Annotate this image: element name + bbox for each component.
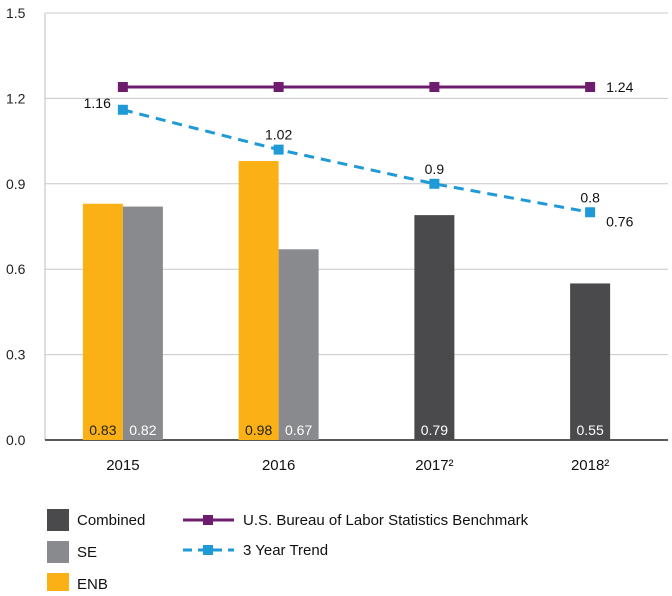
annotation-label: 0.76: [606, 214, 633, 230]
bar: [238, 161, 279, 440]
x-tick-label: 2017²: [415, 457, 453, 474]
line-marker: [117, 104, 128, 115]
line-value-label: 1.24: [606, 79, 633, 95]
x-tick-label: 2016: [262, 457, 295, 474]
legend-label: ENB: [77, 576, 108, 591]
bar-value-label: 0.79: [421, 422, 448, 438]
x-tick-label: 2018²: [571, 457, 609, 474]
bar: [82, 203, 123, 440]
line-marker: [273, 82, 284, 93]
bar-value-label: 0.82: [129, 422, 156, 438]
line-marker: [117, 82, 128, 93]
line-value-label: 0.9: [425, 161, 445, 177]
legend-marker: [203, 515, 213, 525]
y-tick-label: 1.5: [6, 5, 26, 21]
legend-label: SE: [77, 544, 97, 561]
bar-value-label: 0.67: [285, 422, 312, 438]
y-tick-label: 0.3: [6, 347, 26, 363]
bar: [414, 215, 455, 440]
legend-label: 3 Year Trend: [243, 542, 328, 559]
bar: [278, 249, 319, 440]
y-tick-label: 1.2: [6, 90, 26, 106]
line-marker: [429, 178, 440, 189]
y-tick-label: 0.0: [6, 432, 26, 448]
grid-layer: 0.0 0.3 0.6 0.9 1.2 1.5 2015 2016 2017² 2018²: [6, 5, 668, 474]
bar-value-label: 0.83: [89, 422, 116, 438]
bar: [122, 206, 163, 440]
legend-swatch: [47, 573, 69, 595]
trend-line: [122, 108, 591, 214]
legend-swatch: [47, 541, 69, 563]
legend-swatch: [47, 509, 69, 531]
x-tick-label: 2015: [106, 457, 139, 474]
y-tick-label: 0.6: [6, 261, 26, 277]
line-layer: [117, 82, 596, 218]
y-tick-label: 0.9: [6, 176, 26, 192]
legend-label: U.S. Bureau of Labor Statistics Benchmar…: [243, 512, 529, 529]
legend: Combined SE ENB U.S. Bureau of Labor Statis…: [47, 509, 529, 595]
line-marker: [429, 82, 440, 93]
line-value-label: 0.8: [580, 189, 600, 205]
bar: [570, 283, 611, 440]
bar-layer: [82, 161, 611, 440]
line-marker: [585, 82, 596, 93]
bar-value-label: 0.98: [245, 422, 272, 438]
bar-value-label: 0.55: [577, 422, 604, 438]
line-value-label: 1.16: [84, 95, 111, 111]
legend-marker: [203, 545, 213, 555]
line-value-label: 1.02: [265, 127, 292, 143]
line-marker: [585, 207, 596, 218]
line-marker: [273, 144, 284, 155]
label-layer: 0.83 0.82 0.98 0.67 0.79 0.55 1.24 1.16 1.02 0.9 0…: [84, 79, 634, 438]
legend-label: Combined: [77, 512, 145, 529]
